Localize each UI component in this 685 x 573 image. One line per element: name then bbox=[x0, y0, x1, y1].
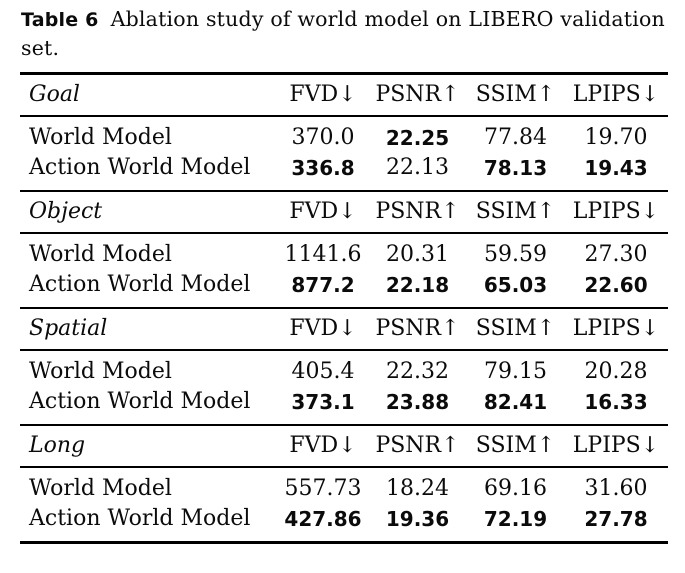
ablation-table: Goal FVD↓ PSNR↑ SSIM↑ LPIPS↓ World Model 370.0… bbox=[20, 72, 668, 545]
value-cell: 877.2 bbox=[291, 272, 355, 297]
column-header: LPIPS↓ bbox=[564, 73, 668, 118]
value-cell: 22.25 bbox=[385, 125, 450, 150]
data-row: Action World Model 336.8 22.13 78.13 19.43 bbox=[20, 153, 668, 191]
section-header-row: Long FVD↓ PSNR↑ SSIM↑ LPIPS↓ bbox=[20, 425, 668, 469]
value-cell: 82.41 bbox=[483, 389, 548, 414]
column-header: PSNR↑ bbox=[368, 191, 467, 235]
section-header-row: Goal FVD↓ PSNR↑ SSIM↑ LPIPS↓ bbox=[20, 73, 668, 118]
value-cell: 22.13 bbox=[386, 155, 449, 181]
data-row: Action World Model 373.1 23.88 82.41 16.33 bbox=[20, 387, 668, 425]
column-header: LPIPS↓ bbox=[564, 191, 668, 235]
table-section-spatial: Spatial FVD↓ PSNR↑ SSIM↑ LPIPS↓ World Model 40… bbox=[20, 308, 668, 425]
column-header: FVD↓ bbox=[278, 425, 368, 469]
value-cell: 31.60 bbox=[584, 476, 648, 502]
value-cell: 78.13 bbox=[483, 155, 548, 180]
section-title: Long bbox=[20, 425, 278, 469]
row-label: World Model bbox=[29, 359, 172, 385]
value-cell: 23.88 bbox=[385, 389, 450, 414]
value-cell: 370.0 bbox=[291, 125, 355, 151]
column-header: FVD↓ bbox=[278, 73, 368, 118]
value-cell: 69.16 bbox=[484, 476, 547, 502]
value-cell: 77.84 bbox=[484, 125, 547, 151]
column-header: SSIM↑ bbox=[467, 308, 564, 352]
value-cell: 19.43 bbox=[584, 155, 648, 180]
value-cell: 373.1 bbox=[291, 389, 355, 414]
value-cell: 27.78 bbox=[584, 506, 648, 531]
value-cell: 427.86 bbox=[284, 506, 362, 531]
value-cell: 20.28 bbox=[584, 359, 648, 385]
column-header: LPIPS↓ bbox=[564, 425, 668, 469]
column-header: PSNR↑ bbox=[368, 73, 467, 118]
data-row: World Model 370.0 22.25 77.84 19.70 bbox=[20, 116, 668, 153]
column-header: FVD↓ bbox=[278, 308, 368, 352]
data-row: Action World Model 427.86 19.36 72.19 27.78 bbox=[20, 504, 668, 543]
row-label: Action World Model bbox=[29, 272, 251, 298]
column-header: SSIM↑ bbox=[467, 191, 564, 235]
section-title: Object bbox=[20, 191, 278, 235]
row-label: Action World Model bbox=[29, 389, 251, 415]
value-cell: 336.8 bbox=[291, 155, 355, 180]
column-header: LPIPS↓ bbox=[564, 308, 668, 352]
section-header-row: Object FVD↓ PSNR↑ SSIM↑ LPIPS↓ bbox=[20, 191, 668, 235]
table-section-long: Long FVD↓ PSNR↑ SSIM↑ LPIPS↓ World Model 557.7… bbox=[20, 425, 668, 543]
value-cell: 20.31 bbox=[386, 242, 449, 268]
value-cell: 1141.6 bbox=[284, 242, 362, 268]
table-caption: Table 6 Ablation study of world model on … bbox=[21, 5, 667, 63]
value-cell: 79.15 bbox=[484, 359, 547, 385]
column-header: SSIM↑ bbox=[467, 425, 564, 469]
value-cell: 16.33 bbox=[584, 389, 648, 414]
value-cell: 72.19 bbox=[483, 506, 548, 531]
value-cell: 18.24 bbox=[386, 476, 449, 502]
value-cell: 405.4 bbox=[291, 359, 355, 385]
value-cell: 59.59 bbox=[484, 242, 547, 268]
data-row: World Model 1141.6 20.31 59.59 27.30 bbox=[20, 233, 668, 270]
value-cell: 65.03 bbox=[483, 272, 548, 297]
value-cell: 22.60 bbox=[584, 272, 648, 297]
value-cell: 22.18 bbox=[385, 272, 450, 297]
section-title: Spatial bbox=[20, 308, 278, 352]
table-caption-text-line2: set. bbox=[21, 36, 60, 61]
value-cell: 557.73 bbox=[284, 476, 362, 502]
row-label: World Model bbox=[29, 242, 172, 268]
value-cell: 19.36 bbox=[385, 506, 450, 531]
row-label: World Model bbox=[29, 476, 172, 502]
table-section-object: Object FVD↓ PSNR↑ SSIM↑ LPIPS↓ World Model 114… bbox=[20, 191, 668, 308]
column-header: PSNR↑ bbox=[368, 425, 467, 469]
value-cell: 27.30 bbox=[584, 242, 648, 268]
row-label: World Model bbox=[29, 125, 172, 151]
data-row: World Model 405.4 22.32 79.15 20.28 bbox=[20, 350, 668, 387]
value-cell: 19.70 bbox=[584, 125, 648, 151]
value-cell: 22.32 bbox=[386, 359, 449, 385]
data-row: World Model 557.73 18.24 69.16 31.60 bbox=[20, 467, 668, 504]
row-label: Action World Model bbox=[29, 155, 251, 181]
column-header: SSIM↑ bbox=[467, 73, 564, 118]
column-header: FVD↓ bbox=[278, 191, 368, 235]
table-section-goal: Goal FVD↓ PSNR↑ SSIM↑ LPIPS↓ World Model 370.0… bbox=[20, 73, 668, 192]
table-caption-label: Table 6 bbox=[21, 9, 99, 31]
section-header-row: Spatial FVD↓ PSNR↑ SSIM↑ LPIPS↓ bbox=[20, 308, 668, 352]
column-header: PSNR↑ bbox=[368, 308, 467, 352]
row-label: Action World Model bbox=[29, 506, 251, 532]
data-row: Action World Model 877.2 22.18 65.03 22.60 bbox=[20, 270, 668, 308]
table-caption-text-line1: Ablation study of world model on LIBERO … bbox=[110, 7, 665, 31]
section-title: Goal bbox=[20, 73, 278, 118]
